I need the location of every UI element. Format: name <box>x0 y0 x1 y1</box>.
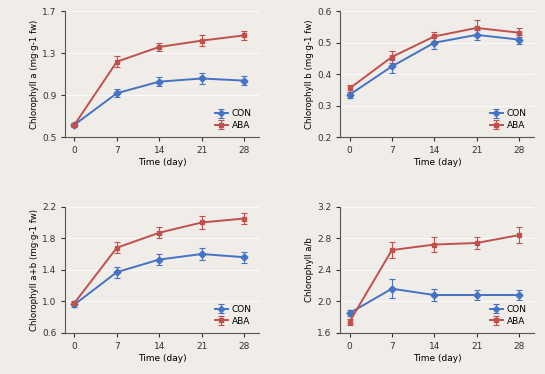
Y-axis label: Chlorophyll a (mg·g-1 fw): Chlorophyll a (mg·g-1 fw) <box>30 20 39 129</box>
X-axis label: Time (day): Time (day) <box>413 354 462 363</box>
X-axis label: Time (day): Time (day) <box>413 158 462 167</box>
Legend: CON, ABA: CON, ABA <box>487 107 530 133</box>
Legend: CON, ABA: CON, ABA <box>487 302 530 328</box>
X-axis label: Time (day): Time (day) <box>138 354 186 363</box>
Legend: CON, ABA: CON, ABA <box>212 107 255 133</box>
Legend: CON, ABA: CON, ABA <box>212 302 255 328</box>
Y-axis label: Chlorophyll b (mg·g-1 fw): Chlorophyll b (mg·g-1 fw) <box>305 19 314 129</box>
X-axis label: Time (day): Time (day) <box>138 158 186 167</box>
Y-axis label: Chlorophyll a/b: Chlorophyll a/b <box>305 237 314 302</box>
Y-axis label: Chlorophyll a+b (mg·g-1 fw): Chlorophyll a+b (mg·g-1 fw) <box>30 209 39 331</box>
